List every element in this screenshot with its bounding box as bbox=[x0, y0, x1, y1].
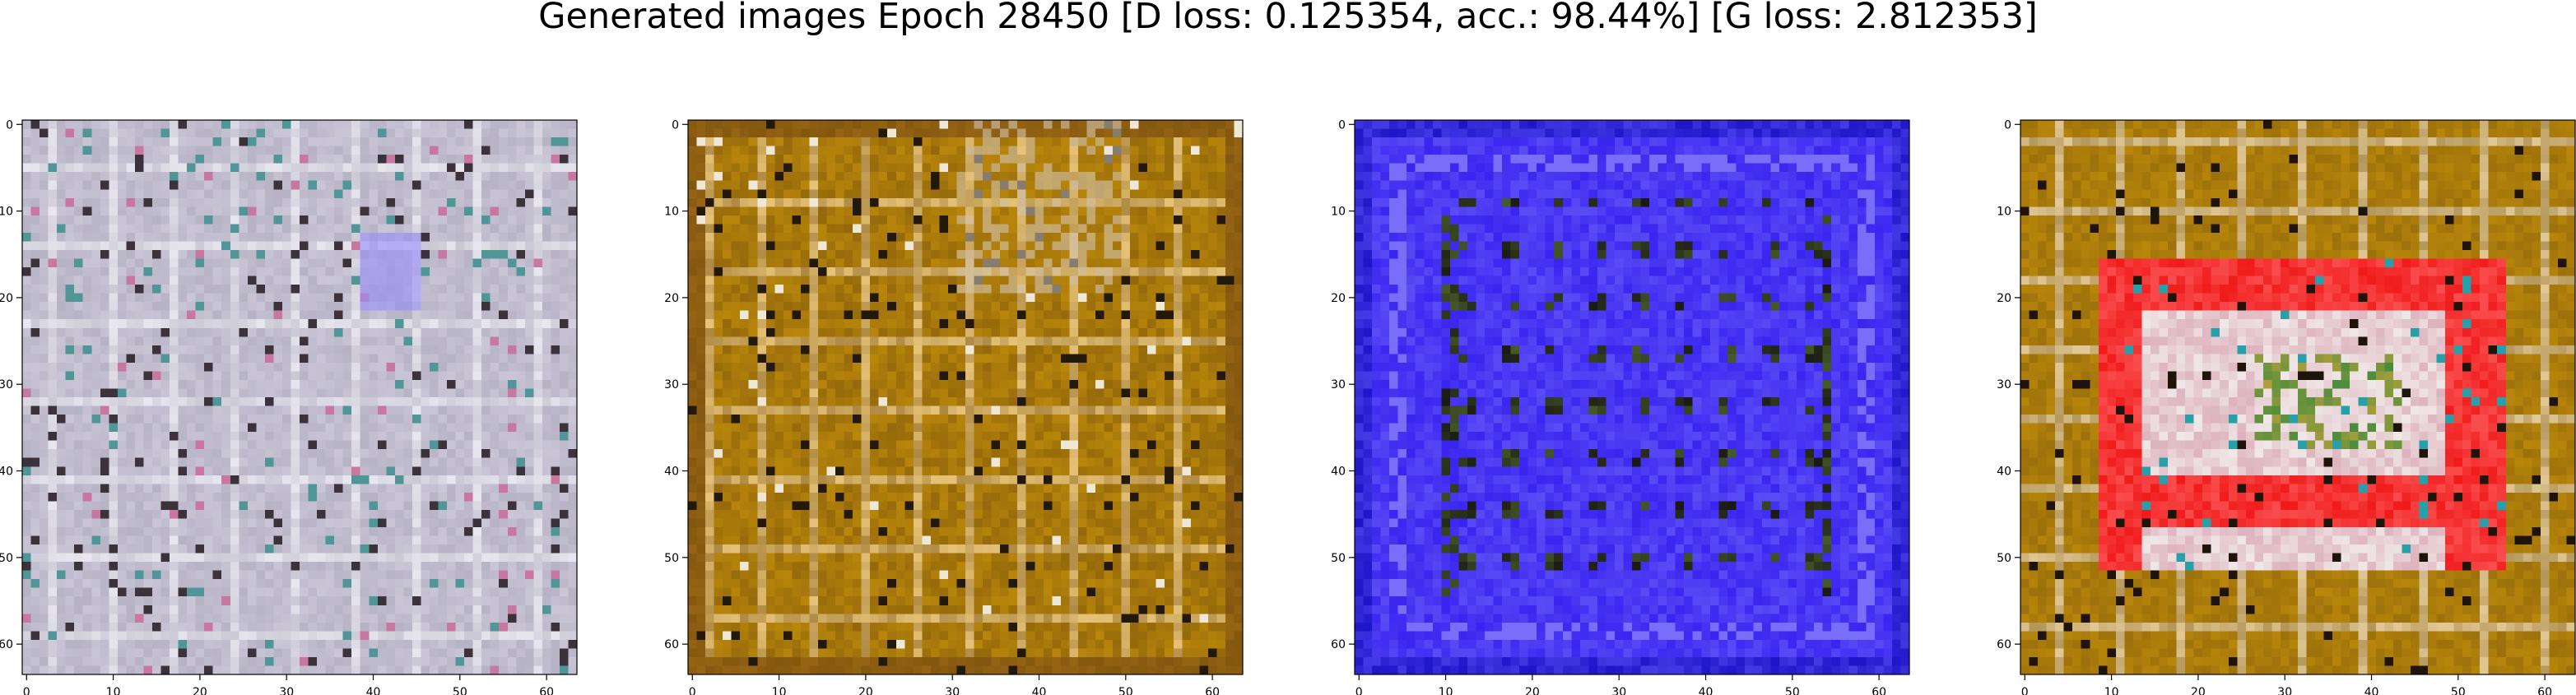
y-tick-label: 40 bbox=[0, 466, 13, 479]
x-tick-label: 20 bbox=[193, 686, 207, 695]
axes-frame bbox=[21, 119, 578, 675]
x-tick-label: 0 bbox=[2021, 686, 2029, 695]
y-tick-label: 40 bbox=[1997, 466, 2011, 479]
y-tick-label: 30 bbox=[664, 378, 679, 392]
x-tick-label: 40 bbox=[1032, 686, 1047, 695]
x-tick-label: 50 bbox=[2451, 686, 2466, 695]
x-tick-label: 0 bbox=[689, 686, 696, 695]
generated-image-4 bbox=[2020, 120, 2576, 675]
y-tick-label: 50 bbox=[1331, 552, 1346, 565]
x-tick-label: 30 bbox=[2277, 686, 2292, 695]
x-tick-label: 30 bbox=[1611, 686, 1626, 695]
generated-image-1 bbox=[22, 120, 578, 675]
y-tick-label: 60 bbox=[1331, 638, 1346, 651]
x-tick-label: 20 bbox=[1525, 686, 1540, 695]
x-tick-label: 60 bbox=[2537, 686, 2552, 695]
x-tick-label: 60 bbox=[1872, 686, 1886, 695]
y-tick-label: 20 bbox=[664, 292, 679, 305]
y-tick-label: 60 bbox=[664, 638, 679, 651]
x-tick-label: 10 bbox=[106, 686, 121, 695]
y-tick-label: 30 bbox=[1331, 378, 1346, 392]
x-tick-label: 60 bbox=[539, 686, 554, 695]
x-tick-label: 10 bbox=[1439, 686, 1453, 695]
x-tick-label: 60 bbox=[1205, 686, 1220, 695]
y-tick-label: 10 bbox=[0, 206, 13, 219]
axes-frame bbox=[2020, 119, 2576, 675]
x-tick-label: 0 bbox=[23, 686, 30, 695]
x-tick-label: 20 bbox=[2191, 686, 2206, 695]
y-tick-label: 0 bbox=[1338, 118, 1346, 132]
y-tick-label: 10 bbox=[1997, 206, 2011, 219]
y-tick-label: 50 bbox=[1997, 552, 2011, 565]
y-tick-label: 10 bbox=[664, 206, 679, 219]
y-tick-label: 30 bbox=[1997, 378, 2011, 392]
y-tick-label: 20 bbox=[1331, 292, 1346, 305]
y-tick-label: 50 bbox=[0, 552, 13, 565]
image-panel-1: 0 10 20 30 40 50 60 0 10 20 30 40 50 60 bbox=[0, 118, 578, 695]
x-tick-label: 40 bbox=[366, 686, 381, 695]
x-tick-label: 50 bbox=[1785, 686, 1800, 695]
generated-image-2 bbox=[688, 120, 1244, 675]
image-panel-4: 0 10 20 30 40 50 60 0 10 20 30 40 50 60 bbox=[1997, 118, 2576, 695]
y-tick-label: 0 bbox=[2004, 118, 2011, 132]
x-tick-label: 30 bbox=[279, 686, 294, 695]
y-tick-label: 60 bbox=[0, 638, 13, 651]
y-tick-label: 40 bbox=[664, 466, 679, 479]
x-tick-label: 40 bbox=[2364, 686, 2379, 695]
image-panel-3: 0 10 20 30 40 50 60 0 10 20 30 40 50 60 bbox=[1331, 118, 1910, 695]
y-tick-label: 50 bbox=[664, 552, 679, 565]
y-tick-label: 10 bbox=[1331, 206, 1346, 219]
figure-title: Generated images Epoch 28450 [D loss: 0.… bbox=[538, 0, 2038, 37]
generated-image-3 bbox=[1355, 120, 1910, 675]
x-tick-label: 50 bbox=[453, 686, 467, 695]
y-tick-label: 20 bbox=[0, 292, 13, 305]
image-panel-2: 0 10 20 30 40 50 60 0 10 20 30 40 50 60 bbox=[664, 118, 1244, 695]
y-tick-label: 0 bbox=[672, 118, 679, 132]
x-tick-label: 10 bbox=[2104, 686, 2119, 695]
axes-frame bbox=[687, 119, 1244, 675]
x-tick-label: 10 bbox=[772, 686, 787, 695]
x-tick-label: 40 bbox=[1699, 686, 1713, 695]
y-tick-label: 60 bbox=[1997, 638, 2011, 651]
x-tick-label: 30 bbox=[945, 686, 960, 695]
y-tick-label: 40 bbox=[1331, 466, 1346, 479]
x-tick-label: 50 bbox=[1118, 686, 1133, 695]
y-tick-label: 0 bbox=[6, 118, 13, 132]
axes-frame bbox=[1354, 119, 1910, 675]
x-tick-label: 20 bbox=[858, 686, 873, 695]
y-tick-label: 20 bbox=[1997, 292, 2011, 305]
y-tick-label: 30 bbox=[0, 378, 13, 392]
x-tick-label: 0 bbox=[1355, 686, 1363, 695]
